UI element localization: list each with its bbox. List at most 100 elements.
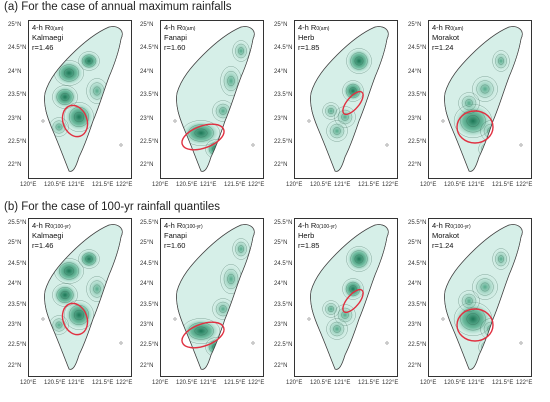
y-tick-label: 24.5°N [408, 45, 427, 52]
contour-line [238, 245, 244, 253]
x-tick-label: 120°E [286, 380, 303, 386]
x-tick-label: 120.5°E [176, 182, 198, 188]
contour-line [346, 246, 372, 272]
y-tick-label: 25°N [8, 240, 22, 247]
contour-line [484, 344, 490, 350]
contour-line [346, 48, 372, 74]
contour-line [52, 120, 66, 134]
x-tick-label: 121°E [334, 182, 351, 188]
islet [251, 143, 255, 147]
y-tick-label: 24.5°N [8, 260, 27, 267]
variable-text: 4-h R [32, 23, 51, 32]
contour-line [495, 251, 507, 267]
contour-line [333, 325, 341, 333]
x-tick-label: 121.5°E [358, 380, 380, 386]
y-tick-label: 23°N [274, 115, 288, 122]
islet [519, 341, 523, 345]
contour-line [329, 321, 345, 337]
section-a-title: (a) For the case of annual maximum rainf… [4, 1, 232, 13]
coastline [310, 26, 389, 172]
y-tick-label: 22°N [408, 362, 422, 369]
x-tick-label: 121°E [68, 380, 85, 386]
y-tick-label: 24°N [140, 68, 154, 75]
x-tick-label: 121°E [468, 380, 485, 386]
y-tick-label: 22°N [8, 362, 22, 369]
x-tick-label: 122°E [116, 182, 133, 188]
contour-line [476, 278, 494, 296]
contour-line [238, 47, 244, 55]
x-tick-label: 121.5°E [92, 380, 114, 386]
x-tick-label: 122°E [116, 380, 133, 386]
y-tick-label: 25°N [408, 22, 422, 28]
x-tick-label: 121.5°E [358, 182, 380, 188]
contour-line [235, 241, 247, 257]
contour-line [85, 57, 93, 65]
panel-b-fanapi: 25.5°N 25°N 24.5°N 24°N 23.5°N 23°N 22.5°N 22°N… [140, 212, 264, 386]
contour-line [55, 321, 63, 329]
contour-line [194, 128, 208, 138]
herb-map [307, 224, 389, 370]
y-tick-label: 24°N [274, 68, 288, 75]
contour-line [498, 57, 504, 65]
contour-line [492, 50, 510, 72]
contour-line [81, 252, 97, 266]
map-frame [428, 20, 532, 179]
x-tick-label: 121°E [468, 182, 485, 188]
y-tick-label: 22.5°N [140, 342, 159, 349]
variable-label: 4-h R0(100-yr) [432, 221, 471, 232]
variable-subscript: 0(100-yr) [316, 224, 337, 230]
contour-line [476, 80, 494, 98]
contour-line [341, 113, 349, 121]
contour-line [55, 123, 63, 131]
x-tick-label: 121.5°E [92, 182, 114, 188]
map-frame [28, 218, 132, 377]
contour-line [232, 238, 250, 260]
contour-line [350, 52, 368, 70]
y-tick-label: 25°N [274, 240, 288, 247]
y-tick-label: 22°N [8, 162, 22, 169]
contour-line [93, 284, 101, 294]
contour-line [461, 293, 477, 309]
typhoon-name: Morakot [432, 231, 460, 240]
y-tick-label: 23.5°N [408, 301, 427, 308]
y-tick-label: 22°N [140, 162, 154, 169]
y-tick-label: 23°N [274, 321, 288, 328]
contour-line [458, 290, 480, 312]
variable-label: 4-h R0(100-yr) [32, 221, 71, 232]
y-tick-label: 25.5°N [8, 220, 27, 226]
contour-line [194, 326, 208, 336]
contour-line [466, 313, 480, 325]
islet [307, 119, 311, 123]
x-tick-label: 120°E [152, 380, 169, 386]
y-tick-label: 24.5°N [8, 45, 27, 52]
islet [41, 119, 45, 123]
coastline [444, 26, 523, 172]
contour-line [354, 254, 364, 264]
islet [441, 119, 445, 123]
storm-track-ellipse [342, 288, 364, 314]
y-tick-label: 23.5°N [274, 92, 293, 99]
coastline [44, 224, 123, 370]
contour-line [328, 306, 334, 312]
contour-line [472, 76, 498, 102]
y-tick-label: 23.5°N [274, 301, 293, 308]
x-tick-label: 120°E [20, 380, 37, 386]
y-tick-label: 22.5°N [408, 342, 427, 349]
storm-track-ellipse [61, 104, 89, 138]
contour-line [461, 95, 477, 111]
x-tick-label: 120°E [420, 380, 437, 386]
y-tick-label: 23.5°N [408, 92, 427, 99]
contour-line [481, 341, 493, 353]
contour-line [63, 68, 75, 78]
y-tick-label: 22.5°N [274, 138, 293, 145]
x-tick-label: 120°E [286, 182, 303, 188]
contour-line [60, 92, 70, 102]
y-tick-label: 25.5°N [408, 220, 427, 226]
y-tick-label: 23°N [140, 321, 154, 328]
coastline [444, 224, 523, 370]
ratio-label: r=1.60 [164, 43, 186, 52]
y-tick-label: 25°N [274, 22, 288, 28]
y-tick-label: 23°N [8, 321, 22, 328]
y-tick-label: 24°N [8, 68, 22, 75]
contour-line [465, 99, 473, 107]
